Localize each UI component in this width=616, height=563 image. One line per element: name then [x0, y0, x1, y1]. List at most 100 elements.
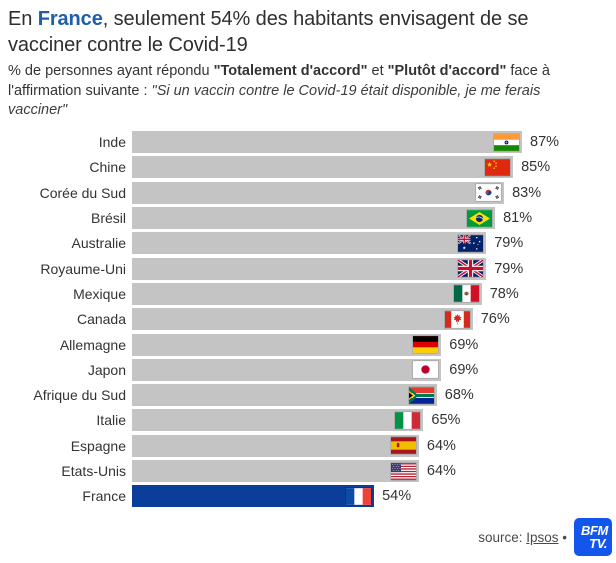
value-label: 85% [521, 159, 551, 176]
flag-icon-brazil [467, 209, 493, 227]
bfmtv-logo: BFM TV. [574, 518, 612, 556]
country-label: Australie [71, 235, 126, 252]
bar-track: 76% [132, 308, 608, 331]
chart-row: Australie 79% [8, 231, 608, 256]
value-label: 76% [480, 311, 510, 328]
value-label: 69% [449, 336, 479, 353]
value-label: 65% [431, 412, 461, 429]
bar-track: 79% [132, 257, 608, 280]
bar-track: 69% [132, 333, 608, 356]
country-label: Espagne [70, 437, 126, 454]
title-suffix: , seulement 54% des habitants envisagent… [8, 8, 529, 56]
country-label: Royaume-Uni [40, 260, 126, 277]
value-bar [132, 485, 375, 508]
bar-track: 54% [132, 485, 608, 508]
value-bar [132, 131, 522, 154]
flag-icon-united-states [390, 462, 416, 480]
chart-row: Afrique du Sud 68% [8, 382, 608, 407]
subtitle-segment: "Si un vaccin contre le Covid-19 était d… [8, 82, 541, 119]
country-label: Canada [76, 311, 126, 328]
chart-row: Allemagne 69% [8, 332, 608, 357]
value-label: 68% [444, 387, 474, 404]
value-bar [132, 333, 442, 356]
chart-row: Royaume-Uni 79% [8, 256, 608, 281]
chart-row: Corée du Sud 83% [8, 180, 608, 205]
subtitle-segment: "Totalement d'accord" [213, 63, 368, 79]
source-label: source: Ipsos • [478, 530, 567, 545]
flag-icon-spain [390, 437, 416, 455]
bar-track: 83% [132, 181, 608, 204]
bar-track: 85% [132, 156, 608, 179]
bar-track: 64% [132, 434, 608, 457]
flag-icon-germany [413, 336, 439, 353]
flag-icon-united-kingdom [458, 260, 484, 278]
flag-icon-south-korea [476, 184, 502, 202]
chart-row: Brésil 81% [8, 205, 608, 230]
flag-icon-france [346, 487, 372, 505]
bar-track: 87% [132, 131, 608, 154]
bar-chart: Inde 87% Chine 85% Corée du Sud 83% Brésil 81%… [8, 130, 608, 509]
flag-icon-japan [413, 361, 439, 379]
subtitle-segment: et [367, 63, 388, 79]
chart-row: Mexique 78% [8, 281, 608, 306]
source-separator: • [562, 529, 567, 545]
title-prefix: En [8, 8, 38, 30]
chart-row: Inde 87% [8, 130, 608, 155]
source-link[interactable]: Ipsos [526, 529, 559, 545]
value-label: 79% [494, 260, 524, 277]
chart-row: Espagne 64% [8, 433, 608, 458]
subtitle-segment: "Plutôt d'accord" [387, 63, 507, 79]
country-label: Brésil [90, 210, 126, 227]
chart-title: En France, seulement 54% des habitants e… [8, 6, 564, 58]
bar-track: 81% [132, 207, 608, 230]
value-label: 78% [489, 285, 519, 302]
flag-icon-canada [444, 310, 470, 328]
value-label: 69% [449, 361, 479, 378]
subtitle-segment: face à l'affirmation suivante : [8, 63, 550, 99]
bar-track: 68% [132, 384, 608, 407]
chart-row: Japon 69% [8, 357, 608, 382]
value-label: 87% [530, 134, 560, 151]
chart-row: Canada 76% [8, 307, 608, 332]
country-label: Mexique [73, 285, 126, 302]
value-bar [132, 156, 514, 179]
flag-icon-china [485, 159, 511, 176]
subtitle-segment: % de personnes ayant répondu [8, 63, 214, 79]
chart-row: Chine 85% [8, 155, 608, 180]
value-bar [132, 181, 505, 204]
value-label: 64% [426, 463, 456, 479]
country-label: Allemagne [59, 336, 126, 353]
bar-track: 78% [132, 282, 608, 305]
value-bar [132, 207, 496, 230]
value-label: 81% [503, 210, 533, 227]
bar-track: 79% [132, 232, 608, 255]
value-bar [132, 409, 424, 432]
country-label: Italie [96, 412, 126, 429]
flag-icon-india [494, 133, 519, 151]
flag-icon-australia [458, 234, 484, 252]
logo-line1: BFM [581, 523, 608, 538]
value-label: 64% [426, 437, 456, 454]
bar-track: 69% [132, 358, 608, 381]
value-bar [132, 460, 419, 482]
title-highlight: France [37, 8, 103, 30]
value-bar [132, 384, 437, 407]
chart-row: France 54% [8, 484, 608, 509]
country-label: Etats-Unis [61, 463, 126, 479]
value-label: 54% [382, 488, 412, 505]
value-bar [132, 257, 487, 280]
source-row: source: Ipsos • BFM TV. [478, 518, 612, 556]
chart-row: Italie 65% [8, 408, 608, 433]
flag-icon-italy [395, 412, 421, 429]
bar-track: 64% [132, 460, 608, 482]
source-prefix: source: [478, 529, 527, 545]
value-bar [132, 232, 487, 255]
bar-track: 65% [132, 409, 608, 432]
country-label: Corée du Sud [39, 184, 126, 201]
country-label: Afrique du Sud [33, 387, 126, 404]
value-bar [132, 308, 473, 331]
country-label: Japon [87, 361, 126, 378]
value-bar [132, 358, 442, 381]
value-label: 79% [494, 235, 524, 252]
